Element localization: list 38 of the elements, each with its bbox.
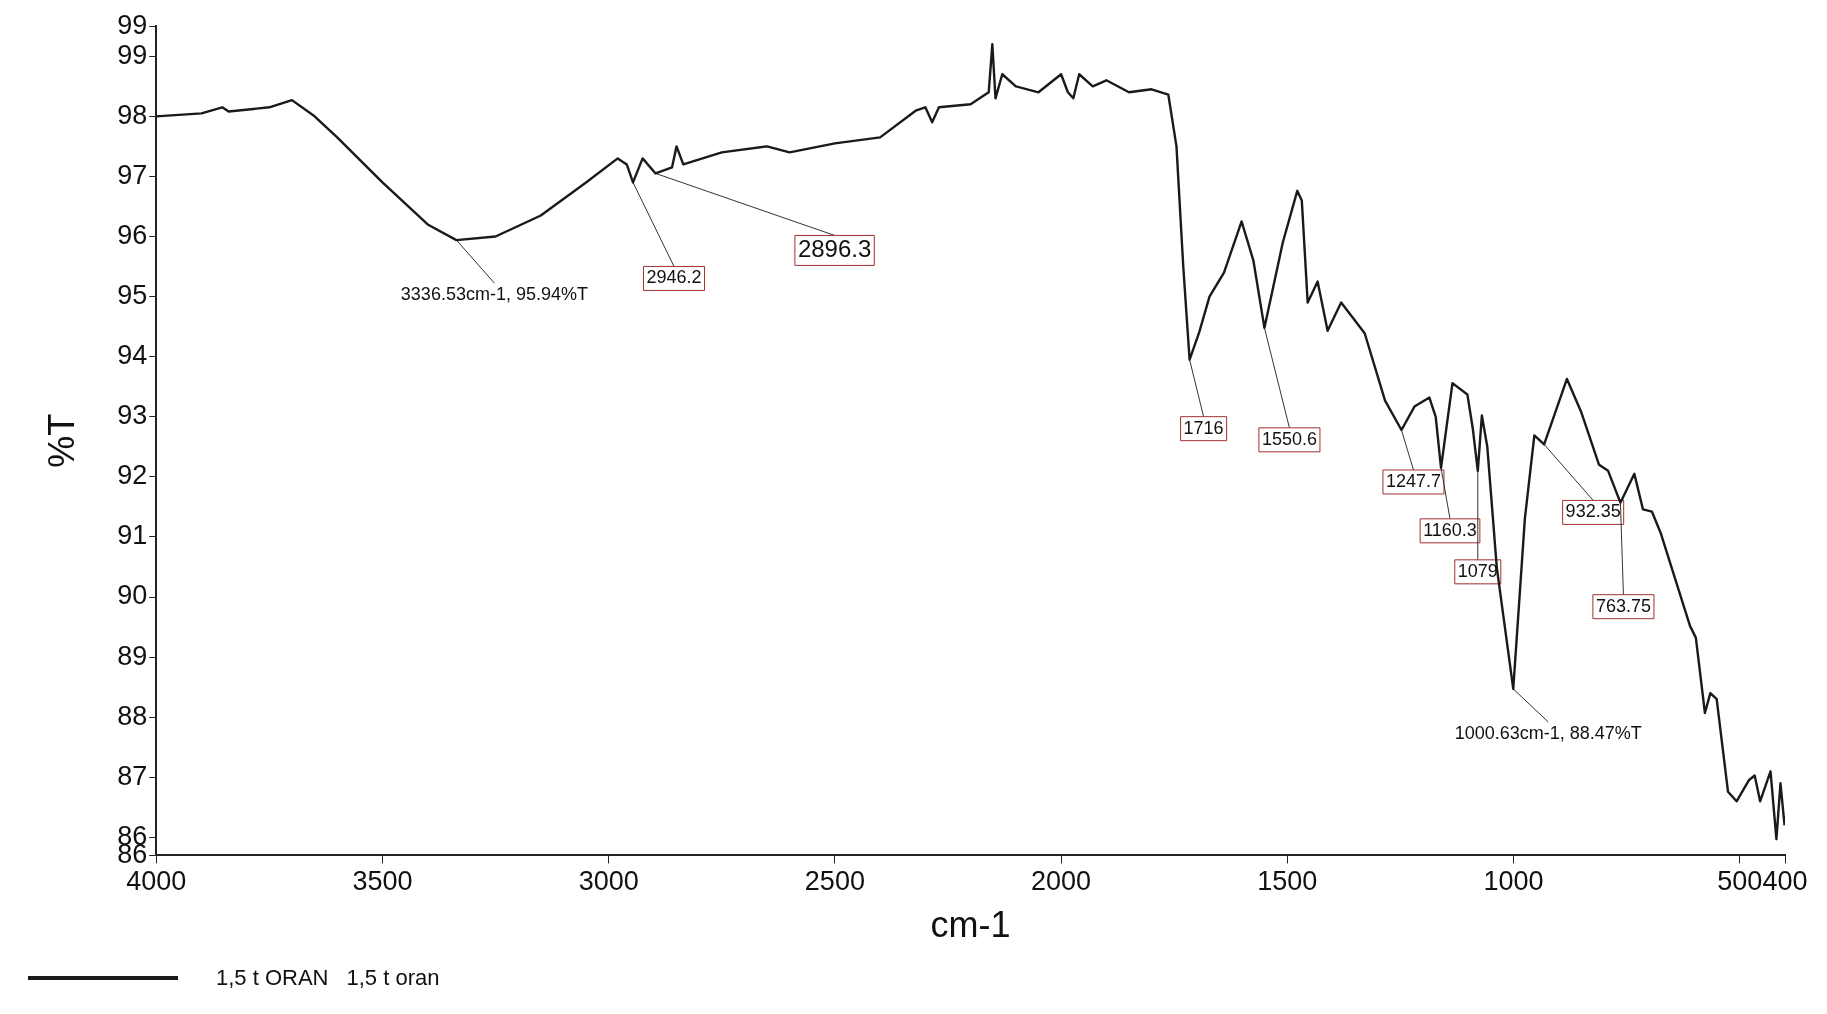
x-tick-label: 2000 [1031,866,1092,897]
annotation: 763.75 [1595,595,1651,616]
y-tick-label: 90 [117,580,148,611]
y-tick-label: 96 [117,219,148,250]
y-tick-label: 91 [117,520,148,551]
annotation: 932.35 [1565,501,1621,522]
annotation: 1716 [1183,417,1224,438]
y-tick-label: 87 [117,760,148,791]
annotation: 1000.63cm-1, 88.47%T [1454,722,1642,743]
annotation: 1160.3 [1423,519,1477,540]
annotation: 2896.3 [797,235,872,263]
y-tick-label: 98 [117,99,148,130]
x-tick-label: 500 [1717,866,1763,897]
y-tick-label: 99 [117,9,148,40]
annotation: 1247.7 [1385,470,1441,491]
annotation: 1079 [1457,560,1498,581]
text: 1,5 t oran [346,965,440,991]
x-tick-label: 2500 [804,866,865,897]
x-tick-label: 400 [1762,866,1808,897]
x-tick-label: 1000 [1483,866,1544,897]
annotation: 2946.2 [646,267,702,288]
y-tick-label: 89 [117,640,148,671]
text: 1,5 t ORAN [216,965,329,991]
x-tick-label: 4000 [126,866,187,897]
y-tick-label: 93 [117,400,148,431]
y-tick-label: 97 [117,159,148,190]
y-axis-title: %T [40,413,82,468]
x-tick-label: 3000 [578,866,639,897]
y-tick-label: 94 [117,340,148,371]
y-tick-label: 92 [117,460,148,491]
x-tick-label: 1500 [1257,866,1318,897]
y-tick-label: 99 [117,39,148,70]
x-tick-label: 3500 [352,866,413,897]
annotation: 3336.53cm-1, 95.94%T [400,284,588,305]
annotation: 1550.6 [1261,428,1317,449]
y-tick-label: 88 [117,700,148,731]
x-axis-title: cm-1 [930,904,1011,946]
y-tick-label: 95 [117,280,148,311]
